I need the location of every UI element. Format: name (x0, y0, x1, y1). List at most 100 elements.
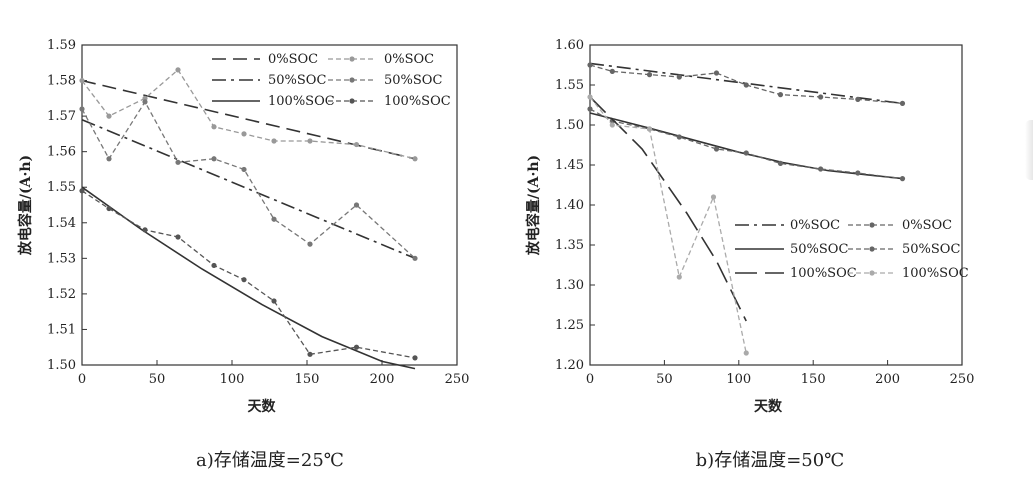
data-point (353, 344, 360, 350)
data-point (79, 106, 85, 112)
data-point (79, 188, 85, 194)
y-tick-label: 1.57 (47, 109, 76, 124)
data-point (142, 95, 148, 101)
data-point (412, 355, 418, 361)
y-tick-label: 1.35 (555, 238, 584, 253)
y-tick-label: 1.51 (47, 322, 76, 337)
series-line-measured-50pctsoc (81, 100, 416, 259)
data-point (106, 113, 112, 119)
series-line-measured-100pctsoc (81, 190, 416, 359)
data-point (609, 68, 615, 74)
y-tick-label: 1.30 (555, 278, 584, 293)
y-tick-label: 1.45 (555, 158, 584, 173)
data-point (211, 262, 217, 269)
data-point (106, 156, 112, 162)
data-point (241, 166, 247, 173)
data-point (353, 141, 360, 148)
data-point (79, 77, 85, 84)
legend-label: 50%SOC (384, 73, 442, 88)
y-tick-label: 1.55 (47, 180, 76, 195)
x-tick-label: 0 (78, 372, 86, 387)
data-point (307, 138, 313, 144)
series-line-measured-50pctsoc (589, 108, 903, 180)
chart-caption: a)存储温度=25℃ (196, 450, 344, 471)
legend-label: 100%SOC (902, 266, 969, 281)
data-point (106, 205, 112, 212)
data-point (307, 351, 313, 357)
x-tick-label: 200 (875, 372, 900, 387)
series-line-fit-0pctsoc (589, 62, 903, 105)
data-point (743, 82, 749, 88)
data-point (271, 298, 277, 304)
y-tick-label: 1.50 (47, 358, 76, 373)
data-point (818, 94, 824, 100)
legend-marker (869, 246, 875, 252)
data-point (412, 156, 418, 162)
data-point (271, 138, 277, 144)
series-line-measured-0pctsoc (589, 64, 903, 105)
data-point (241, 277, 247, 283)
legend-label: 0%SOC (902, 218, 952, 233)
series-line-fit-100pctsoc (81, 186, 416, 370)
legend-marker (349, 56, 355, 62)
y-tick-label: 1.52 (47, 287, 76, 302)
legend-label: 50%SOC (268, 73, 326, 88)
data-point (713, 146, 720, 152)
x-tick-label: 0 (586, 372, 594, 387)
data-point (412, 255, 418, 261)
data-point (587, 106, 593, 112)
plot-frame (81, 44, 458, 366)
y-tick-label: 1.54 (47, 216, 76, 231)
legend-marker (869, 270, 875, 276)
x-tick-label: 100 (220, 372, 245, 387)
data-point (175, 234, 181, 240)
data-point (777, 92, 784, 98)
data-point (855, 170, 861, 176)
y-tick-label: 1.59 (47, 38, 76, 53)
data-point (241, 131, 247, 137)
y-tick-label: 1.25 (555, 318, 584, 333)
data-point (142, 99, 148, 105)
chart-panel-a: 0 50 100 150 200 250 1.50 1.51 1.52 1.53 1.54 1.55 1… (17, 38, 469, 471)
data-point (646, 72, 653, 78)
series-line-measured-0pctsoc (81, 68, 416, 160)
data-point (271, 216, 277, 222)
data-point (353, 202, 360, 208)
x-tick-label: 50 (149, 372, 166, 387)
y-axis-label: 放电容量/(A·h) (17, 155, 34, 256)
chart-panel-b: 0 50 100 150 200 250 1.20 1.25 1.30 1.35 1.40 1.45 1… (525, 38, 974, 471)
data-point (609, 122, 615, 128)
data-point (211, 156, 217, 162)
x-axis-label: 天数 (248, 398, 277, 415)
y-tick-label: 1.20 (555, 358, 584, 373)
data-point (676, 274, 682, 280)
legend-label: 100%SOC (384, 94, 451, 109)
series-line-fit-50pctsoc (81, 118, 416, 260)
data-point (743, 150, 749, 156)
data-point (818, 166, 824, 172)
data-point (587, 62, 593, 68)
legend-label: 100%SOC (268, 94, 335, 109)
data-point (713, 70, 720, 76)
plot-frame (589, 44, 963, 366)
series-line-fit-100pctsoc (589, 96, 747, 322)
data-point (175, 159, 181, 165)
legend-label: 100%SOC (790, 266, 857, 281)
legend-label: 0%SOC (384, 52, 434, 67)
y-tick-label: 1.58 (47, 74, 76, 89)
y-tick-label: 1.55 (555, 78, 584, 93)
data-point (676, 74, 682, 80)
y-tick-label: 1.53 (47, 251, 76, 266)
x-axis-label: 天数 (754, 398, 783, 415)
legend-label: 50%SOC (902, 242, 960, 257)
series-line-fit-50pctsoc (589, 112, 903, 180)
legend-label: 0%SOC (268, 52, 318, 67)
series-line-measured-100pctsoc (589, 96, 747, 354)
x-tick-label: 150 (295, 372, 320, 387)
chart-caption: b)存储温度=50℃ (696, 450, 845, 471)
series-line-fit-0pctsoc (81, 79, 416, 160)
data-point (676, 134, 682, 140)
legend-label: 0%SOC (790, 218, 840, 233)
data-point (587, 94, 593, 100)
